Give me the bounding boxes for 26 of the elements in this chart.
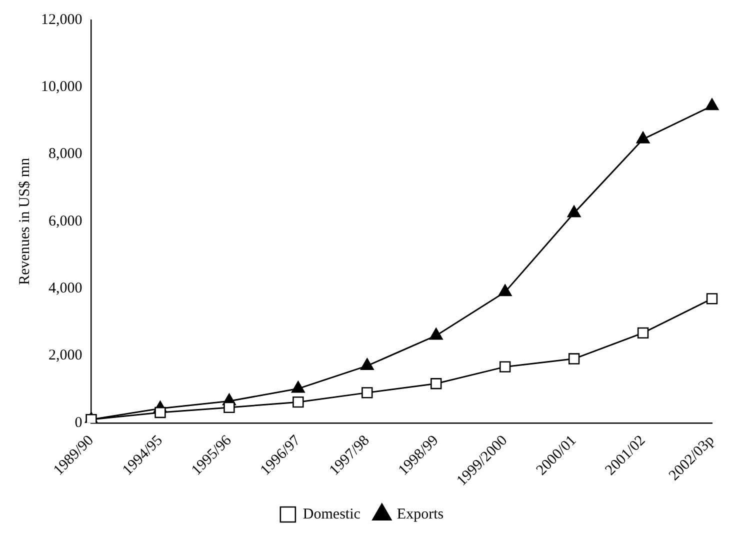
point — [291, 381, 305, 393]
point — [498, 284, 512, 296]
legend-label: Exports — [396, 506, 444, 522]
point — [499, 361, 511, 372]
y-axis-title: Revenues in US$ mn — [16, 157, 33, 285]
y-tick-label: 6,000 — [48, 213, 82, 230]
y-tick-label: 8,000 — [48, 146, 82, 162]
point — [567, 205, 581, 218]
point — [362, 387, 373, 398]
y-tick-label: 10,000 — [41, 79, 82, 96]
point — [360, 358, 374, 370]
point — [292, 396, 304, 408]
y-tick-label: 4,000 — [48, 280, 82, 297]
point — [430, 378, 442, 390]
y-tick-label: 12,000 — [41, 12, 82, 28]
point — [568, 353, 580, 364]
point — [636, 132, 650, 144]
y-tick-label: 2,000 — [48, 348, 82, 364]
point — [705, 98, 719, 110]
point — [154, 406, 166, 418]
point — [637, 327, 649, 339]
point — [224, 402, 235, 414]
point — [429, 328, 443, 340]
legend-label: Domestic — [302, 506, 361, 522]
point — [706, 293, 718, 304]
y-tick-label: 0 — [74, 414, 82, 431]
